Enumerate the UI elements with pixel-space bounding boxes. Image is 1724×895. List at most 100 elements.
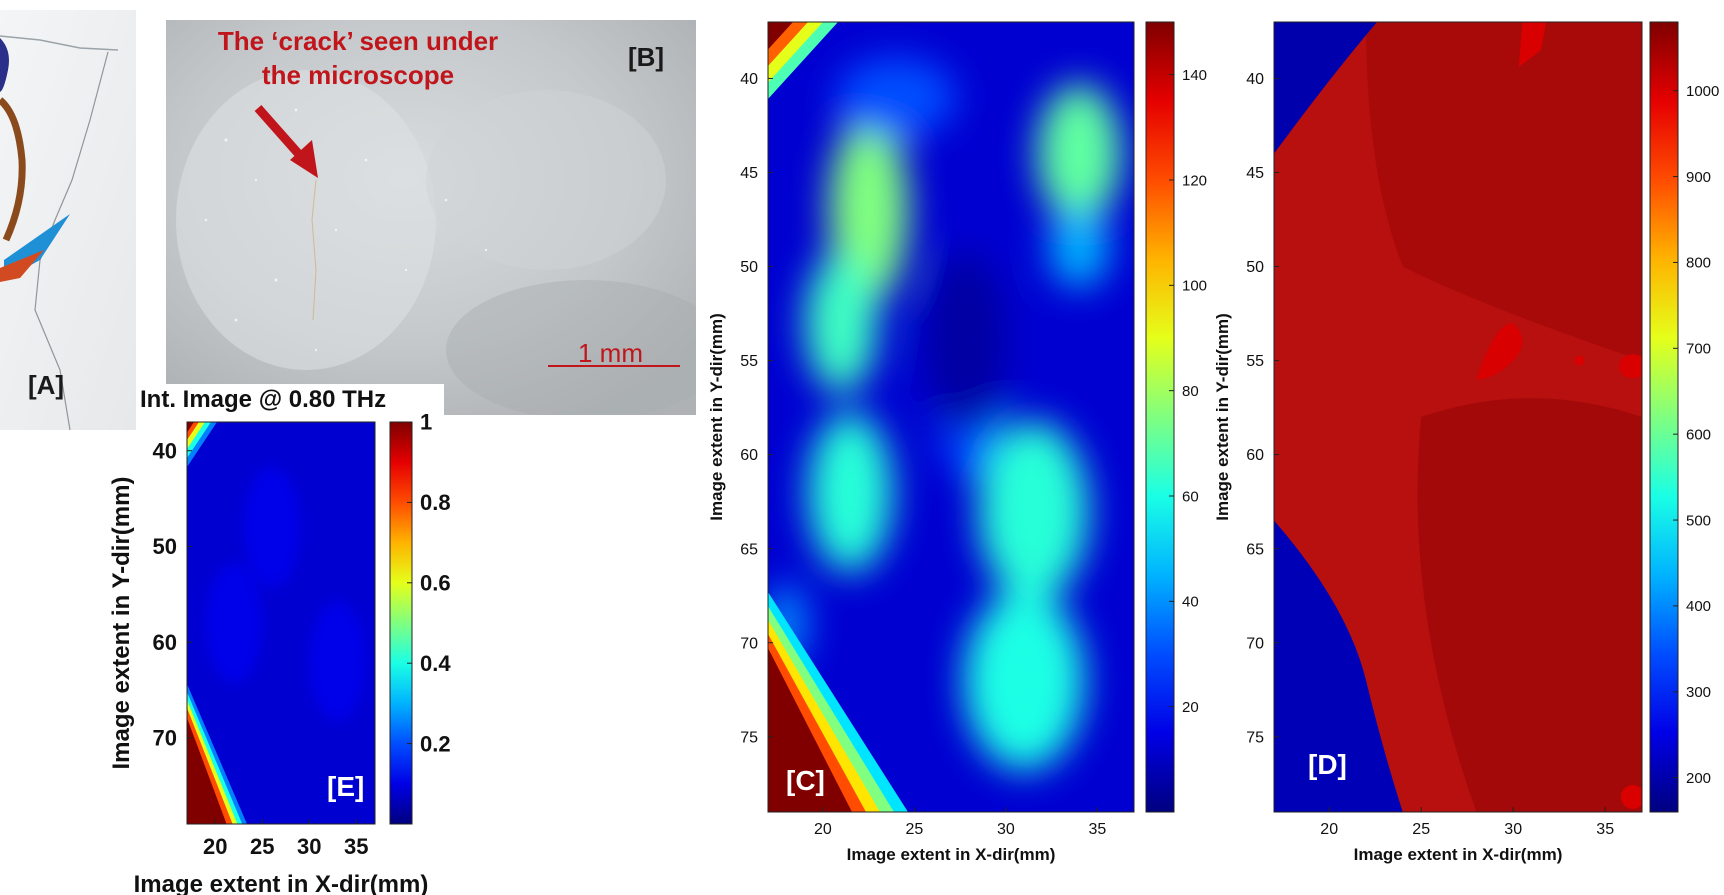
y-tick-label: 45 bbox=[740, 165, 758, 182]
heatmap-spot bbox=[1620, 784, 1642, 809]
heatmap-blob bbox=[808, 412, 893, 573]
colorbar-tick-label: 120 bbox=[1182, 172, 1207, 189]
colorbar-tick-label: 500 bbox=[1686, 512, 1711, 529]
heatmap-band bbox=[768, 648, 852, 812]
colorbar-tick-label: 0.4 bbox=[420, 651, 451, 676]
heatmap-band bbox=[768, 22, 793, 50]
x-tick-label: 20 bbox=[1320, 821, 1338, 838]
colorbar-tick-label: 700 bbox=[1686, 341, 1711, 358]
x-axis-label: Image extent in X-dir(mm) bbox=[134, 871, 429, 895]
chart-c-panel-label: [C] bbox=[786, 765, 825, 796]
y-tick-label: 50 bbox=[1246, 259, 1264, 276]
colorbar-D bbox=[1649, 21, 1679, 813]
y-axis-label: Image extent in Y-dir(mm) bbox=[707, 313, 726, 521]
y-tick-label: 65 bbox=[740, 541, 758, 558]
heatmap-blob bbox=[309, 601, 366, 722]
x-tick-label: 25 bbox=[250, 834, 274, 859]
y-tick-label: 65 bbox=[1246, 541, 1264, 558]
y-axis-label: Image extent in Y-dir(mm) bbox=[108, 477, 135, 770]
chart-e-title-box bbox=[138, 384, 444, 418]
scale-bar-label: 1 mm bbox=[578, 338, 643, 368]
y-tick-label: 60 bbox=[153, 630, 177, 655]
colorbar-tick-label: 60 bbox=[1182, 488, 1199, 505]
colorbar-tick-label: 600 bbox=[1686, 426, 1711, 443]
plot-frame bbox=[767, 21, 1135, 813]
crack-annotation-line2: the microscope bbox=[261, 60, 455, 90]
crack-arrow bbox=[254, 105, 318, 321]
heatmap-region-top-left bbox=[1274, 22, 1378, 154]
panel-a-photo: [A] bbox=[0, 10, 136, 431]
heatmap-blob bbox=[1049, 207, 1110, 288]
x-axis-label: Image extent in X-dir(mm) bbox=[847, 845, 1056, 864]
heatmap-D bbox=[1274, 22, 1642, 812]
x-tick-label: 30 bbox=[297, 834, 321, 859]
colorbar-tick-label: 0.8 bbox=[420, 490, 451, 515]
crack-annotation-line1: The ‘crack’ seen under bbox=[217, 26, 499, 56]
x-tick-label: 35 bbox=[344, 834, 368, 859]
x-tick-label: 25 bbox=[906, 821, 924, 838]
colorbar-tick-label: 20 bbox=[1182, 699, 1199, 716]
heatmap-region-bottom-left bbox=[1274, 520, 1403, 812]
colorbar-tick-label: 300 bbox=[1686, 684, 1711, 701]
heatmap-blob bbox=[978, 421, 1089, 602]
colorbar-E bbox=[389, 421, 413, 825]
heatmap-hot-corner-bottom bbox=[768, 592, 908, 812]
y-tick-label: 70 bbox=[740, 635, 758, 652]
x-tick-label: 20 bbox=[203, 834, 227, 859]
heatmap-C bbox=[768, 22, 1134, 812]
y-tick-label: 55 bbox=[740, 353, 758, 370]
heatmap-blob bbox=[836, 57, 957, 138]
heatmap-region bbox=[1366, 22, 1642, 361]
colorbar-tick-label: 200 bbox=[1686, 770, 1711, 787]
panel-a-image bbox=[0, 10, 136, 431]
colorbar-tick-label: 1000 bbox=[1686, 83, 1719, 100]
heatmap-blob bbox=[206, 563, 262, 683]
y-tick-label: 45 bbox=[1246, 165, 1264, 182]
x-axis-label: Image extent in X-dir(mm) bbox=[1354, 845, 1563, 864]
heatmap-hot-corner-top bbox=[187, 422, 217, 467]
colorbar-tick-label: 100 bbox=[1182, 278, 1207, 295]
y-tick-label: 75 bbox=[1246, 729, 1264, 746]
y-tick-label: 40 bbox=[1246, 71, 1264, 88]
heatmap-band bbox=[187, 718, 227, 824]
heatmap-hot-corner-top bbox=[768, 22, 838, 99]
heatmap-spot bbox=[1574, 355, 1585, 366]
heatmap-region bbox=[1417, 398, 1642, 812]
colorbar-tick-label: 1 bbox=[420, 410, 432, 435]
plot-frame bbox=[186, 421, 376, 825]
heatmap-blob bbox=[964, 590, 1085, 771]
y-tick-label: 60 bbox=[740, 447, 758, 464]
x-tick-label: 35 bbox=[1596, 821, 1614, 838]
colorbar-C bbox=[1145, 21, 1175, 813]
x-tick-label: 20 bbox=[814, 821, 832, 838]
y-tick-label: 70 bbox=[1246, 635, 1264, 652]
heatmap-blob bbox=[925, 251, 1006, 432]
heatmap-spot bbox=[1618, 354, 1642, 379]
x-tick-label: 30 bbox=[1504, 821, 1522, 838]
heatmap-E bbox=[187, 422, 375, 824]
panel-a-label: [A] bbox=[28, 370, 65, 400]
heatmap-hot-corner-bottom bbox=[187, 684, 247, 824]
heatmap-blob bbox=[805, 252, 878, 393]
y-tick-label: 70 bbox=[153, 726, 177, 751]
heatmap-band bbox=[187, 422, 194, 433]
colorbar-tick-label: 140 bbox=[1182, 67, 1207, 84]
y-tick-label: 55 bbox=[1246, 353, 1264, 370]
panel-b-photo: [B] The ‘crack’ seen under the microscop… bbox=[166, 20, 726, 420]
y-tick-label: 40 bbox=[153, 438, 177, 463]
x-tick-label: 30 bbox=[997, 821, 1015, 838]
chart-e-title: Int. Image @ 0.80 THz bbox=[140, 386, 387, 413]
chart-d-panel-label: [D] bbox=[1308, 749, 1347, 780]
x-tick-label: 25 bbox=[1412, 821, 1430, 838]
panel-b-label: [B] bbox=[628, 42, 665, 72]
heatmap-spot bbox=[1476, 322, 1523, 380]
plot-frame bbox=[1273, 21, 1643, 813]
heatmap-spot bbox=[1518, 22, 1547, 68]
heatmap-blob bbox=[243, 467, 300, 588]
colorbar-tick-label: 80 bbox=[1182, 383, 1199, 400]
x-tick-label: 35 bbox=[1089, 821, 1107, 838]
heatmap-blob bbox=[1037, 83, 1122, 224]
